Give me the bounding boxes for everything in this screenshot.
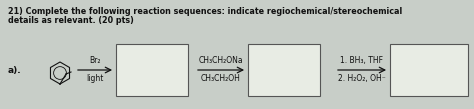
Text: details as relevant. (20 pts): details as relevant. (20 pts) [8,16,134,25]
Text: CH₃CH₂ONa: CH₃CH₂ONa [199,56,243,65]
Text: CH₃CH₂OH: CH₃CH₂OH [201,74,241,83]
Text: 1. BH₃, THF: 1. BH₃, THF [340,56,383,65]
Bar [116,44,188,96]
Bar [248,44,320,96]
Bar [390,44,468,96]
Text: 21) Complete the following reaction sequences: indicate regiochemical/stereochem: 21) Complete the following reaction sequ… [8,7,402,16]
Text: 2. H₂O₂, OH⁻: 2. H₂O₂, OH⁻ [338,74,386,83]
Text: light: light [86,74,104,83]
Text: Br₂: Br₂ [89,56,101,65]
Text: a).: a). [8,66,22,74]
